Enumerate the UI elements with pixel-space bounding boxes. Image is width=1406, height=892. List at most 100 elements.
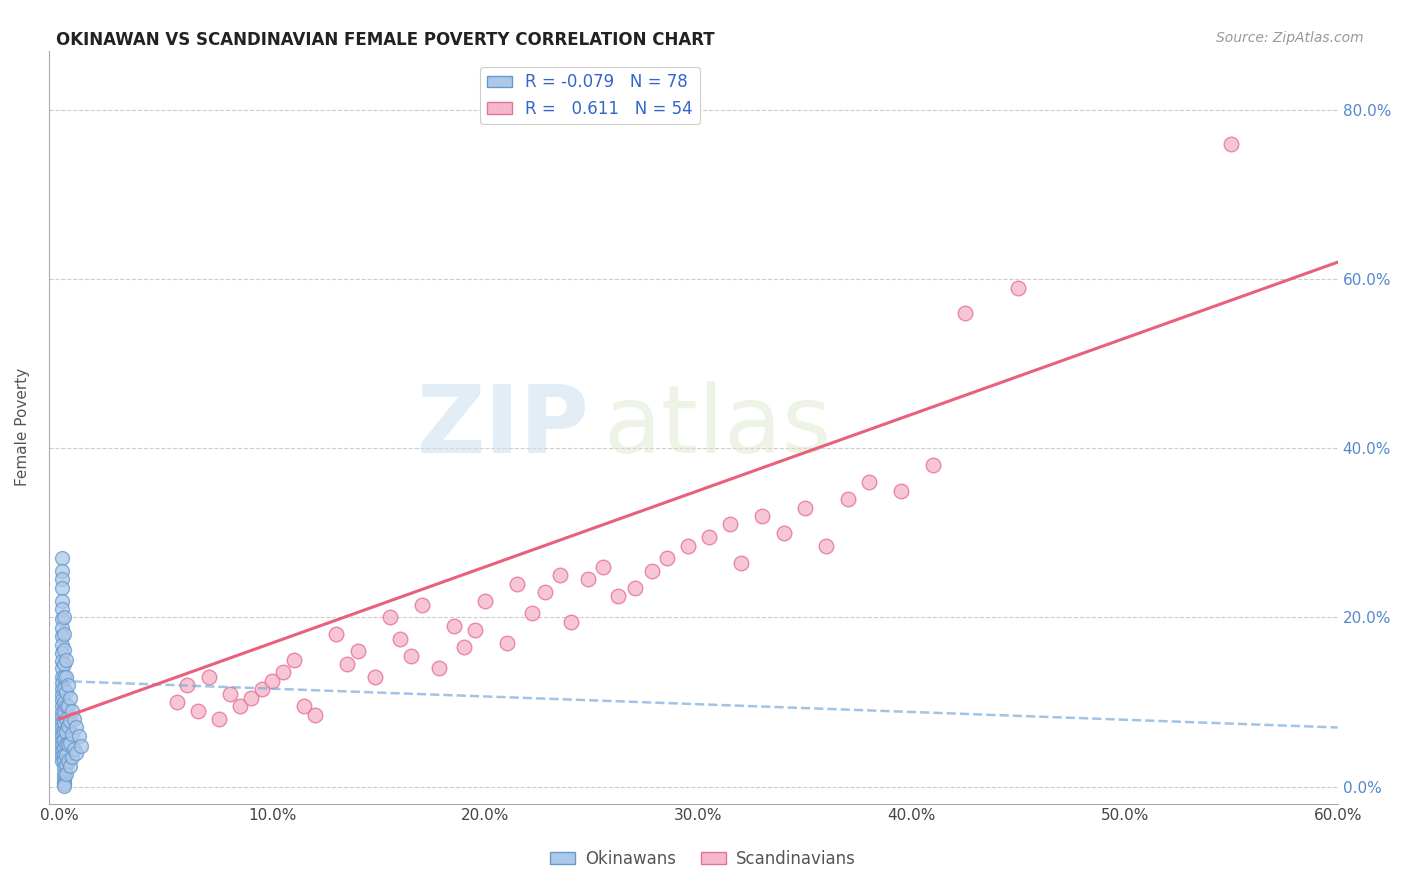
- Point: [592, 559, 614, 574]
- Point: [51, 734, 73, 748]
- Point: [389, 632, 412, 646]
- Point: [52, 754, 75, 768]
- Point: [51, 689, 73, 703]
- Point: [60, 727, 83, 741]
- Point: [522, 607, 544, 621]
- Point: [59, 714, 82, 728]
- Point: [51, 676, 73, 690]
- Point: [346, 644, 368, 658]
- Point: [858, 475, 880, 490]
- Point: [51, 744, 73, 758]
- Point: [534, 585, 557, 599]
- Point: [953, 306, 976, 320]
- Point: [474, 593, 496, 607]
- Point: [52, 642, 75, 657]
- Point: [55, 767, 77, 781]
- Point: [52, 682, 75, 697]
- Point: [55, 653, 77, 667]
- Text: atlas: atlas: [603, 381, 831, 473]
- Point: [59, 758, 82, 772]
- Point: [411, 598, 433, 612]
- Point: [271, 665, 294, 680]
- Point: [52, 610, 75, 624]
- Point: [166, 695, 188, 709]
- Point: [51, 682, 73, 697]
- Point: [52, 777, 75, 791]
- Point: [560, 615, 582, 629]
- Point: [51, 670, 73, 684]
- Point: [52, 761, 75, 775]
- Point: [676, 539, 699, 553]
- Point: [606, 590, 628, 604]
- Point: [250, 682, 273, 697]
- Point: [59, 690, 82, 705]
- Point: [55, 724, 77, 739]
- Point: [197, 670, 219, 684]
- Point: [67, 729, 90, 743]
- Point: [51, 710, 73, 724]
- Point: [55, 757, 77, 772]
- Point: [52, 657, 75, 671]
- Point: [56, 678, 79, 692]
- Point: [623, 581, 645, 595]
- Point: [51, 715, 73, 730]
- Point: [52, 774, 75, 789]
- Point: [240, 690, 263, 705]
- Point: [548, 568, 571, 582]
- Point: [51, 729, 73, 743]
- Point: [506, 576, 529, 591]
- Point: [208, 712, 231, 726]
- Point: [60, 704, 83, 718]
- Point: [56, 754, 79, 768]
- Point: [51, 629, 73, 643]
- Point: [576, 573, 599, 587]
- Text: Source: ZipAtlas.com: Source: ZipAtlas.com: [1216, 31, 1364, 45]
- Point: [55, 738, 77, 752]
- Text: OKINAWAN VS SCANDINAVIAN FEMALE POVERTY CORRELATION CHART: OKINAWAN VS SCANDINAVIAN FEMALE POVERTY …: [56, 31, 714, 49]
- Point: [52, 771, 75, 785]
- Point: [69, 739, 91, 753]
- Point: [51, 646, 73, 660]
- Point: [51, 749, 73, 764]
- Point: [51, 581, 73, 595]
- Point: [51, 724, 73, 739]
- Point: [52, 740, 75, 755]
- Point: [51, 612, 73, 626]
- Point: [751, 508, 773, 523]
- Point: [229, 699, 252, 714]
- Point: [399, 648, 422, 663]
- Point: [51, 661, 73, 675]
- Point: [52, 715, 75, 730]
- Point: [443, 619, 465, 633]
- Point: [464, 623, 486, 637]
- Point: [1220, 136, 1243, 151]
- Legend: R = -0.079   N = 78, R =   0.611   N = 54: R = -0.079 N = 78, R = 0.611 N = 54: [481, 67, 700, 124]
- Point: [51, 754, 73, 768]
- Point: [52, 733, 75, 747]
- Point: [720, 517, 742, 532]
- Point: [52, 695, 75, 709]
- Point: [772, 525, 794, 540]
- Point: [55, 712, 77, 726]
- Point: [51, 693, 73, 707]
- Point: [65, 721, 87, 735]
- Point: [51, 564, 73, 578]
- Point: [453, 640, 475, 654]
- Legend: Okinawans, Scandinavians: Okinawans, Scandinavians: [543, 844, 863, 875]
- Point: [921, 458, 943, 473]
- Point: [51, 551, 73, 566]
- Point: [52, 747, 75, 762]
- Point: [51, 739, 73, 753]
- Point: [51, 655, 73, 669]
- Point: [51, 705, 73, 719]
- Point: [55, 670, 77, 684]
- Point: [655, 551, 678, 566]
- Point: [378, 610, 401, 624]
- Point: [56, 738, 79, 752]
- Point: [336, 657, 359, 671]
- Point: [63, 712, 86, 726]
- Point: [55, 685, 77, 699]
- Point: [59, 736, 82, 750]
- Point: [52, 767, 75, 781]
- Point: [60, 750, 83, 764]
